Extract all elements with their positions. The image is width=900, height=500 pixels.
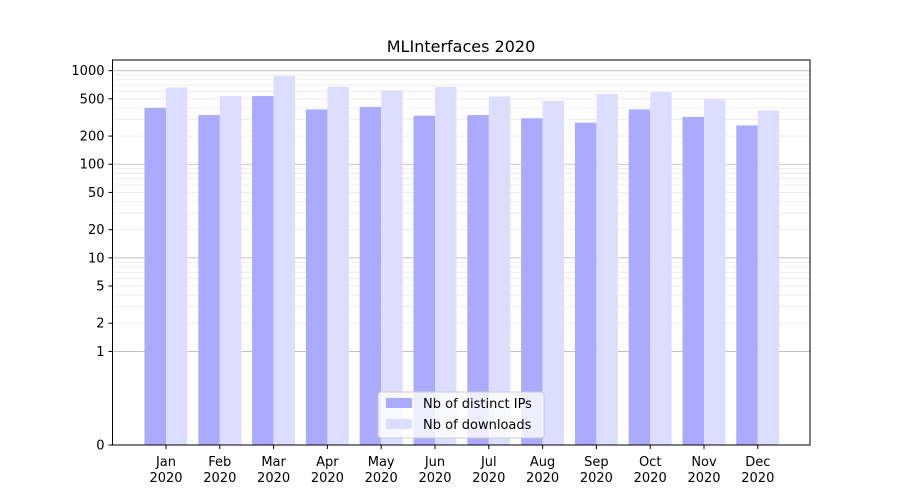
y-tick-label: 10 [88, 251, 105, 266]
x-tick-label-year: 2020 [203, 471, 236, 486]
y-tick-label: 100 [80, 158, 105, 173]
y-tick-label: 1 [96, 345, 104, 360]
plot-frame [112, 59, 811, 446]
bar-nb-of-downloads-oct [650, 92, 672, 446]
x-tick-label-year: 2020 [634, 471, 667, 486]
x-tick-label-year: 2020 [472, 471, 505, 486]
legend-label-downloads: Nb of downloads [423, 418, 532, 433]
y-tick-label: 1000 [71, 64, 104, 79]
x-tick-label-year: 2020 [418, 471, 451, 486]
x-tick-label-month: Jun [424, 455, 445, 470]
bar-nb-of-downloads-nov [704, 99, 726, 446]
y-tick-label: 200 [80, 130, 105, 145]
x-tick-label-month: Sep [584, 455, 609, 470]
y-axis: 0 1 2 5 10 20 50 100 200 500 1000 [71, 64, 113, 454]
y-tick-label: 20 [88, 223, 105, 238]
x-tick-label-month: Feb [208, 455, 231, 470]
bar-nb-of-downloads-aug [542, 100, 565, 446]
bar-nb-of-distinct-ips-aug [521, 118, 543, 445]
y-tick-label: 50 [88, 186, 105, 201]
x-tick-label-year: 2020 [741, 471, 774, 486]
bar-nb-of-downloads-apr [327, 86, 349, 445]
legend: Nb of distinct IPs Nb of downloads [377, 391, 545, 439]
bar-nb-of-distinct-ips-nov [682, 116, 704, 446]
y-tick-label: 0 [96, 439, 104, 454]
bar-nb-of-distinct-ips-jul [467, 115, 489, 446]
legend-swatch-distinct-ips [386, 398, 412, 408]
bar-nb-of-distinct-ips-apr [305, 109, 328, 445]
bar-nb-of-distinct-ips-jan [144, 107, 166, 446]
bar-nb-of-downloads-sep [596, 93, 618, 445]
x-tick-label-year: 2020 [149, 471, 182, 486]
x-tick-label-month: Jan [155, 455, 176, 470]
legend-box [377, 391, 545, 439]
x-tick-label-month: Aug [530, 455, 555, 470]
x-tick-label-year: 2020 [580, 471, 613, 486]
bar-nb-of-downloads-jun [435, 86, 457, 445]
x-tick-label-month: Nov [691, 455, 717, 470]
bar-nb-of-distinct-ips-sep [574, 122, 597, 446]
bar-nb-of-downloads-feb [219, 96, 242, 445]
bar-nb-of-downloads-dec [757, 110, 780, 446]
x-tick-label-year: 2020 [526, 471, 559, 486]
x-axis: Jan2020Feb2020Mar2020Apr2020May2020Jun20… [149, 445, 774, 486]
bar-nb-of-downloads-may [381, 90, 403, 446]
x-tick-label-year: 2020 [365, 471, 398, 486]
x-tick-label-month: Dec [745, 455, 770, 470]
bar-nb-of-distinct-ips-feb [198, 115, 220, 446]
x-tick-label-year: 2020 [257, 471, 290, 486]
chart-title: MLInterfaces 2020 [387, 37, 536, 56]
bar-nb-of-downloads-mar [273, 75, 296, 446]
bar-nb-of-downloads-jan [166, 87, 188, 446]
y-tick-label: 5 [96, 280, 104, 295]
x-tick-label-month: Oct [639, 455, 661, 470]
bar-nb-of-distinct-ips-oct [628, 109, 651, 445]
x-tick-label-year: 2020 [687, 471, 720, 486]
y-tick-label: 2 [96, 317, 104, 332]
bar-nb-of-distinct-ips-mar [252, 96, 274, 445]
legend-label-distinct-ips: Nb of distinct IPs [423, 397, 532, 412]
bar-nb-of-distinct-ips-dec [736, 125, 758, 445]
bar-nb-of-downloads-jul [488, 96, 511, 446]
x-tick-label-month: May [368, 455, 395, 470]
bar-nb-of-distinct-ips-may [359, 106, 382, 445]
bars [144, 75, 780, 446]
x-tick-label-month: Mar [261, 455, 286, 470]
x-tick-label-month: Jul [480, 455, 497, 470]
bar-nb-of-distinct-ips-jun [413, 115, 435, 445]
legend-swatch-downloads [386, 419, 412, 429]
x-tick-label-year: 2020 [311, 471, 344, 486]
x-tick-label-month: Apr [316, 455, 339, 470]
y-tick-label: 500 [80, 92, 105, 107]
